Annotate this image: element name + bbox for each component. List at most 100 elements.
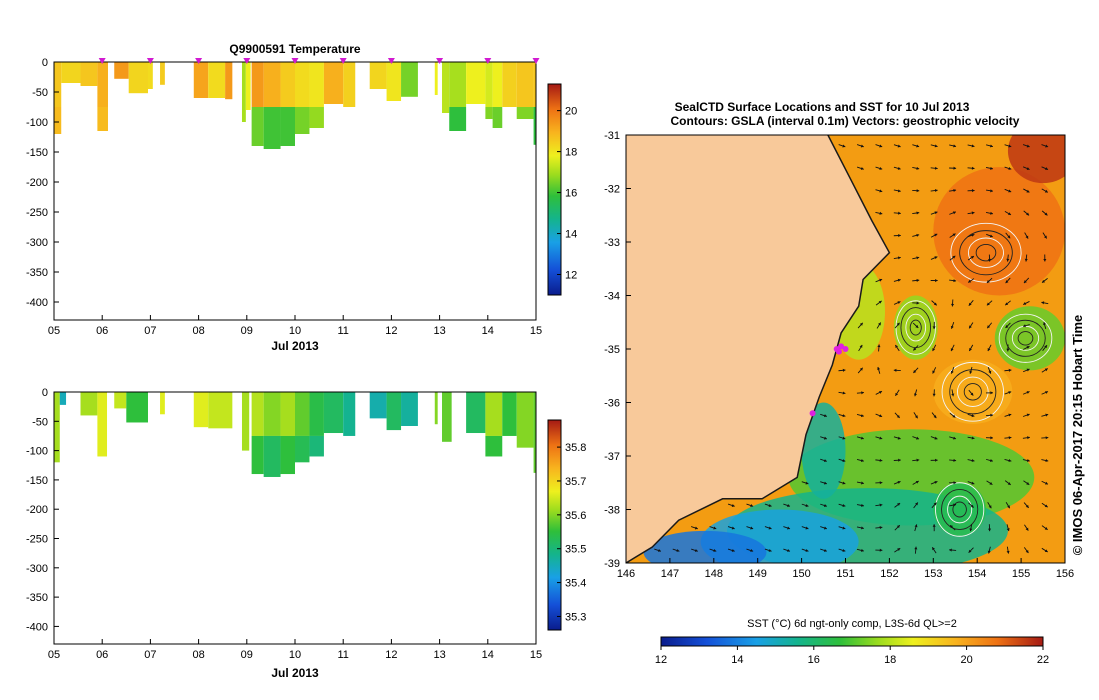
sst-field [626,135,1065,563]
y-tick-label: -100 [26,117,48,129]
sst-patch [933,167,1065,296]
salinity-cells [54,392,536,477]
data-cell [466,392,486,434]
lon-tick-label: 154 [968,568,986,580]
sst-colorbar-tick-label: 22 [1037,654,1049,666]
profile-marker [387,58,395,64]
vector-head [914,546,918,550]
vector-head [970,256,974,259]
lon-tick-label: 149 [749,568,767,580]
data-cell-deep [533,107,536,145]
coastline [626,135,891,563]
vector-head [750,504,754,507]
vector-head [916,189,920,193]
vector-head [1007,212,1011,215]
vector-head [897,301,901,304]
vector-head [768,504,772,507]
data-cell-deep [449,107,467,131]
data-cell-deep [263,107,281,149]
vector-head [676,548,680,552]
velocity-vectors [654,144,1049,554]
vector-head [823,548,827,552]
data-cell-deep [251,107,264,146]
data-cell-deep [309,435,324,457]
gsla-contour [956,376,989,407]
vector-head [897,144,901,148]
vector-head [953,188,957,193]
vector-head [953,166,957,170]
vector-head [915,502,918,506]
lon-tick-label: 151 [836,568,854,580]
vector-head [805,526,809,530]
vector-head [969,347,972,351]
vector-head [731,504,735,507]
vector-head [933,415,937,419]
data-cell [251,62,264,107]
data-cell [61,62,81,83]
vector-head [787,526,790,530]
sst-colorbar-ticks: 12 14 16 18 20 22 [655,646,1049,666]
vector-head [860,144,864,148]
gsla-contour [909,319,922,336]
vector-head [1042,279,1045,283]
temperature-xlabel: Jul 2013 [271,339,319,353]
vector-head [750,548,754,552]
data-cell [126,392,148,423]
x-tick-label: 08 [192,325,204,337]
data-cell [386,392,402,431]
colorbar-tick-label: 35.3 [565,611,586,623]
y-tick-label: -150 [26,147,48,159]
data-cell [160,62,165,85]
vector-head [805,548,809,552]
gsla-contour [1017,331,1034,346]
vector-head [971,144,975,148]
vector-head [934,480,938,484]
x-tick-label: 06 [96,325,108,337]
sst-colorbar-tick-label: 14 [731,654,743,666]
colorbar-tick-label: 12 [565,270,577,282]
imos-credit: © IMOS 06-Apr-2017 20:15 Hobart Time [1070,315,1085,556]
vector-head [1026,413,1030,417]
vector-head [713,548,717,552]
data-cell [263,62,281,107]
vector-head [1026,167,1030,170]
vector-head [914,393,917,397]
data-cell [309,392,324,436]
gsla-contour [935,482,985,537]
vector-head [694,548,698,552]
vector-head [896,322,900,326]
vector-head [879,548,883,552]
data-cell [208,392,233,429]
profile-marker [484,58,492,64]
vector-head [971,233,975,237]
seal-location [842,346,849,352]
vector-head [897,278,901,282]
vector-head [990,436,993,440]
data-cell [54,392,60,463]
x-tick-label: 13 [433,649,445,661]
vector-head [731,548,735,552]
vector-head [898,211,901,215]
data-cell [245,62,251,110]
vector-head [916,301,920,305]
vector-head [1044,212,1048,216]
vector-head [1045,458,1049,462]
vector-head [1026,458,1030,462]
vector-head [1007,505,1010,509]
vector-head [913,370,917,373]
data-cell [492,62,503,107]
seal-location [809,410,816,417]
vector-head [842,481,846,485]
vector-head [934,144,938,148]
vector-head [1005,280,1009,284]
colorbar-tick-label: 35.4 [565,578,586,590]
data-cell [193,392,209,428]
vector-head [750,526,754,530]
vector-head [934,166,938,170]
data-cell-deep [295,435,310,463]
vector-head [968,302,972,306]
temperature-x-axis: 05 06 07 08 09 10 11 12 13 14 15 [48,315,542,337]
data-cell-deep [263,435,281,477]
lat-tick-label: -38 [604,505,620,517]
vector-head [953,436,956,440]
